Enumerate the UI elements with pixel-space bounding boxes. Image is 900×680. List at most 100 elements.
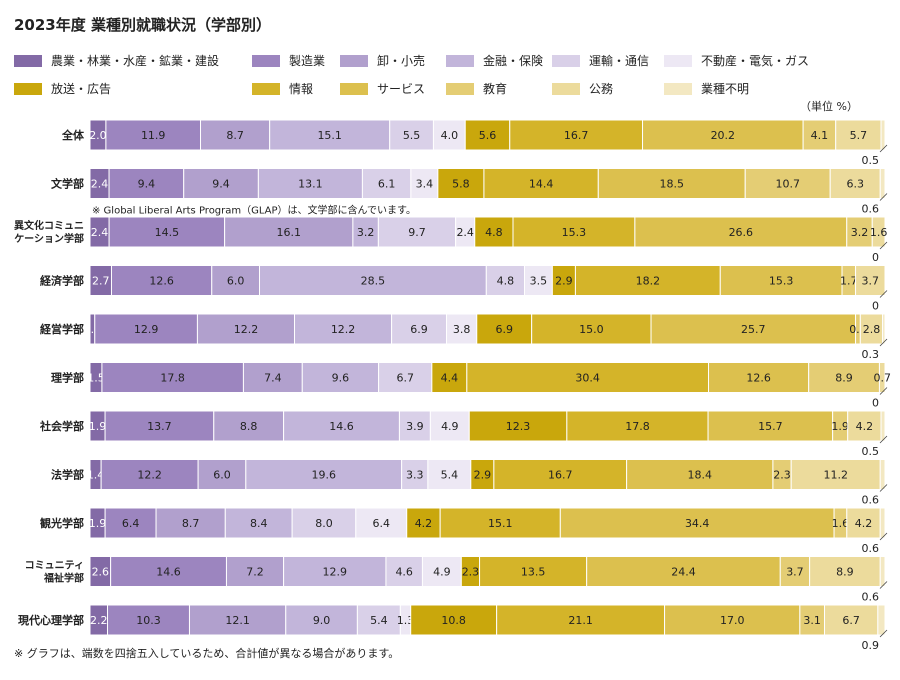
bar-segment: [531, 313, 652, 345]
data-label: 2.4: [456, 226, 474, 239]
legend-swatch: [446, 54, 474, 67]
data-label: 12.2: [137, 469, 162, 482]
bar-segment: [245, 459, 403, 490]
data-label: 1.9: [89, 517, 107, 530]
legend-swatch: [340, 82, 368, 95]
data-label: 0.6: [862, 203, 880, 216]
data-label: 5.8: [452, 178, 470, 191]
bar-segment: [468, 410, 568, 442]
legend-item: 農業・林業・水産・鉱業・建設: [14, 52, 219, 69]
legend-label: 教育: [483, 82, 508, 96]
data-label: 4.2: [855, 517, 873, 530]
data-label: 0.6: [862, 542, 880, 555]
data-label: 2.4: [91, 226, 109, 239]
data-label: 8.0: [315, 517, 333, 530]
data-label: 3.3: [406, 469, 424, 482]
data-label: 2.8: [863, 323, 881, 336]
data-label: 5.4: [370, 614, 388, 627]
legend-swatch: [14, 82, 42, 95]
data-label: 14.6: [329, 420, 354, 433]
bar-segment: [846, 507, 881, 539]
data-label: 4.0: [441, 129, 459, 142]
legend-item: 業種不明: [664, 80, 749, 97]
data-label: 3.8: [453, 323, 471, 336]
bar-segment: [871, 216, 886, 248]
data-label: 9.4: [138, 178, 156, 191]
bar-segment: [421, 556, 462, 587]
data-label: 15.0: [579, 323, 604, 336]
bar-segment: [107, 604, 190, 636]
data-label: 2.3: [462, 566, 480, 579]
data-label: 9.6: [332, 372, 350, 385]
data-label: 5.7: [850, 129, 868, 142]
callout-line: [879, 581, 888, 589]
data-label: 7.4: [264, 372, 282, 385]
data-label: 5.6: [479, 129, 497, 142]
data-label: 26.6: [729, 226, 754, 239]
bar-segment: [410, 604, 498, 636]
legend-item: 情報: [252, 80, 313, 97]
bar-segment: [155, 507, 226, 539]
data-label: 3.1: [803, 614, 821, 627]
data-label: 4.8: [497, 275, 515, 288]
data-label: 11.2: [823, 469, 848, 482]
bar-segment: [877, 604, 886, 636]
data-label: 1.5: [87, 372, 105, 385]
bar-segment: [879, 459, 886, 490]
bar-segment: [642, 119, 804, 151]
data-label: 0.5: [862, 445, 880, 458]
bar-segment: [110, 265, 213, 296]
bar-segment: [466, 362, 710, 393]
data-label: 6.7: [842, 614, 860, 627]
legend-item: 教育: [446, 80, 507, 97]
bar-segment: [437, 168, 485, 199]
data-label: 3.2: [851, 226, 869, 239]
data-label: 12.9: [323, 566, 348, 579]
callout-line: [879, 193, 888, 201]
bar-segment: [799, 604, 826, 636]
legend-label: 製造業: [289, 54, 326, 68]
bar-segment: [196, 313, 296, 345]
data-label: 10.7: [775, 178, 800, 191]
data-label: 25.7: [741, 323, 766, 336]
data-label: 6.9: [495, 323, 513, 336]
data-label: 5.4: [441, 469, 459, 482]
bar-segment: [242, 362, 303, 393]
bar-segment: [378, 362, 433, 393]
legend-label: 卸・小売: [377, 54, 426, 68]
legend-swatch: [552, 54, 580, 67]
data-label: 9.4: [212, 178, 230, 191]
bar-segment: [104, 507, 157, 539]
bar-segment: [879, 507, 886, 539]
bar-segment: [880, 119, 886, 151]
data-label: 2.2: [90, 614, 108, 627]
data-label: 2.6: [92, 566, 110, 579]
data-label: 3.9: [406, 420, 424, 433]
category-label: ケーション学部: [14, 232, 84, 245]
bar-segment: [479, 556, 588, 587]
bar-segment: [808, 362, 880, 393]
bar-segment: [597, 168, 746, 199]
data-label: 4.4: [441, 372, 459, 385]
callout-line: [879, 290, 888, 298]
category-label: 経営学部: [40, 322, 84, 336]
bar-segment: [225, 556, 285, 587]
bar-segment: [200, 119, 271, 151]
bar-segment: [197, 459, 247, 490]
bar-segment: [377, 216, 457, 248]
bar-segment: [294, 313, 393, 345]
data-label: 2.4: [91, 178, 109, 191]
bar-segment: [476, 313, 533, 345]
legend-swatch: [664, 54, 692, 67]
category-label: 観光学部: [40, 516, 84, 530]
legend-item: 金融・保険: [446, 52, 543, 69]
data-label: 7.2: [246, 566, 264, 579]
bar-segment: [389, 119, 434, 151]
data-label: 3.5: [530, 275, 548, 288]
bar-segment: [634, 216, 848, 248]
bar-segment: [410, 168, 439, 199]
legend-label: 情報: [289, 82, 314, 96]
legend-label: 農業・林業・水産・鉱業・建設: [51, 54, 220, 68]
data-label: 2.3: [773, 469, 791, 482]
bar-segment: [105, 119, 202, 151]
